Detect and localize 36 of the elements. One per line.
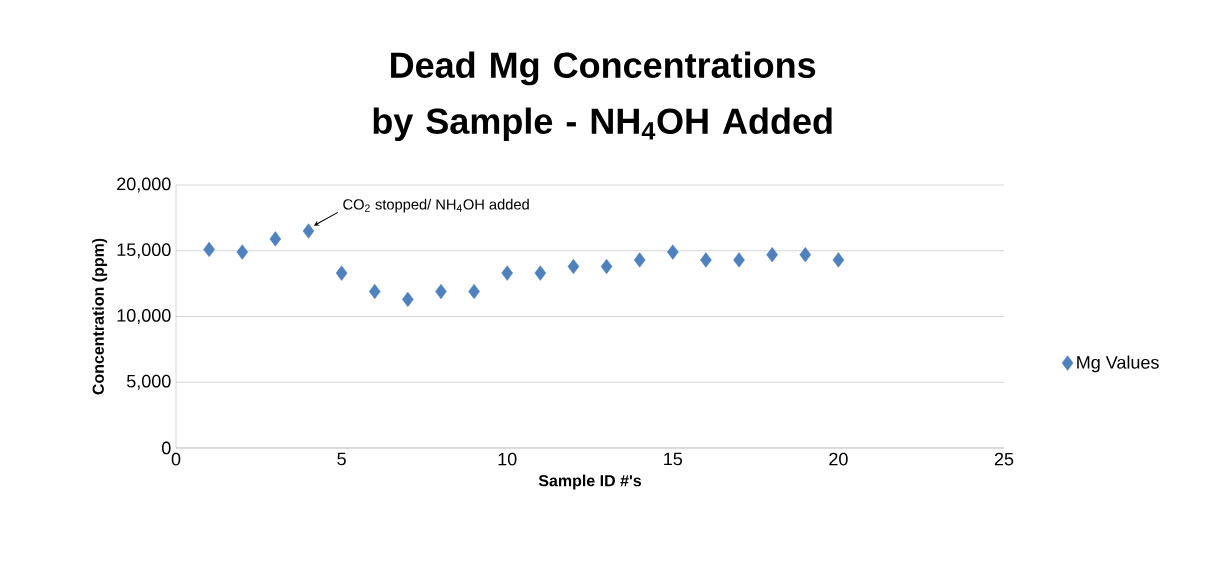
point (236, 244, 249, 260)
legend-label: Mg Values (1077, 355, 1159, 373)
point (766, 247, 778, 263)
x-tick-label: 5 (337, 452, 346, 466)
x-tick-label: 15 (664, 452, 683, 466)
point (733, 252, 745, 268)
y-tick-label: 15,000 (117, 243, 171, 259)
point (368, 283, 381, 300)
y-tick-label: 5,000 (126, 374, 171, 390)
point (600, 258, 613, 275)
point (335, 265, 348, 281)
y-tick-label: 10,000 (117, 309, 171, 324)
point (799, 247, 812, 263)
point (633, 252, 646, 268)
annotation: CO$_{2}$ stopped/ NH$_{4}$OH added (343, 198, 529, 213)
point (203, 241, 215, 258)
y-tick-label: 0 (162, 441, 171, 455)
point (402, 291, 414, 307)
point (567, 258, 580, 275)
point (468, 283, 480, 300)
y-tick-label: 20,000 (117, 177, 171, 193)
point (302, 223, 315, 239)
point (700, 252, 712, 268)
point (832, 252, 845, 268)
x-axis-title: Sample ID #'s (538, 474, 642, 490)
x-tick-label: 0 (171, 452, 181, 466)
point (501, 265, 513, 281)
chart-title: Dead Mg Concentrations by Sample - NH$_{4}$OH Added (373, 51, 832, 142)
point (534, 265, 547, 281)
x-tick-label: 25 (994, 452, 1014, 466)
x-tick-label: 10 (498, 452, 517, 466)
point (269, 231, 282, 247)
point (435, 283, 447, 300)
x-tick-label: 20 (829, 452, 848, 466)
y-axis-title: Concentration (ppm) (92, 238, 108, 395)
point (667, 244, 679, 260)
